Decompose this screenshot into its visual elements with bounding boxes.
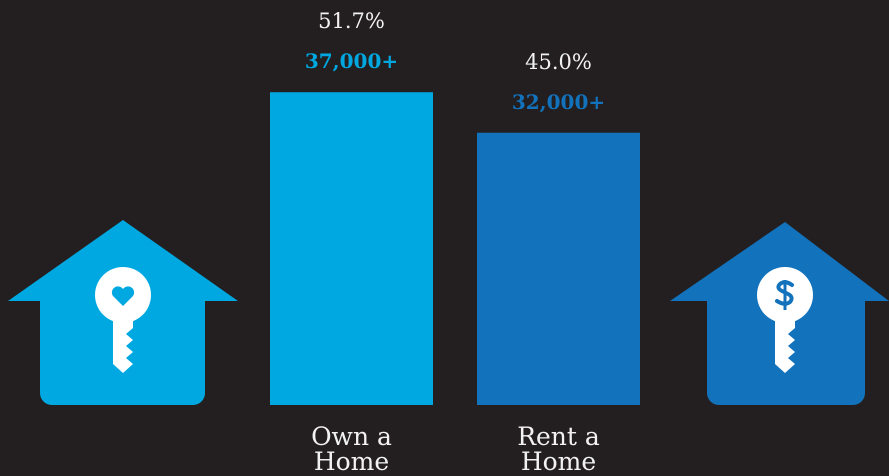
own-house-icon: [8, 220, 238, 405]
category-label: Rent a Home: [517, 422, 600, 476]
count-label: 37,000+: [305, 49, 398, 73]
rent-house-icon: [670, 222, 889, 405]
value-label: 45.0%: [525, 50, 592, 74]
value-label: 51.7%: [318, 9, 385, 33]
bar: [270, 92, 433, 405]
count-label: 32,000+: [512, 90, 605, 114]
bar: [477, 132, 640, 405]
category-label: Own a Home: [311, 422, 392, 476]
